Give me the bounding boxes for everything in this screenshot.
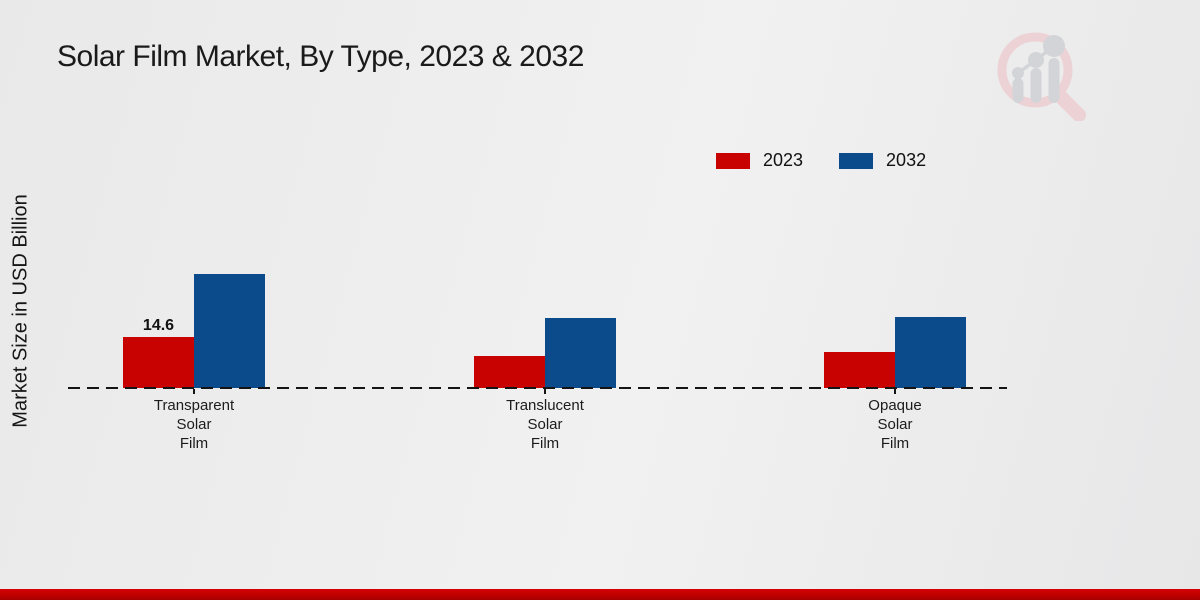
x-tick-label-transparent-solar-film: Transparent Solar Film: [153, 397, 235, 452]
bar-2023-transparent-solar-film: [123, 337, 194, 388]
legend-item-2032: 2032: [839, 150, 926, 171]
bar-2032-transparent-solar-film: [194, 274, 265, 388]
bar-2032-translucent-solar-film: [545, 318, 616, 388]
legend: 2023 2032: [716, 150, 926, 171]
footer-accent-bar: [0, 589, 1200, 600]
legend-label-2023: 2023: [763, 150, 804, 170]
legend-swatch-2023: [716, 152, 750, 169]
data-label-2023: 14.6: [142, 317, 175, 334]
chart-title: Solar Film Market, By Type, 2023 & 2032: [57, 40, 584, 73]
bar-2032-opaque-solar-film: [895, 316, 966, 388]
x-axis-tick: [193, 389, 195, 394]
x-axis-tick: [544, 389, 546, 394]
x-tick-label-translucent-solar-film: Translucent Solar Film: [506, 397, 584, 452]
bar-2023-opaque-solar-film: [824, 352, 895, 388]
x-axis-baseline: [68, 387, 1007, 389]
legend-swatch-2032: [839, 152, 874, 169]
magnifier-icon: [997, 32, 1086, 121]
brand-watermark-logo: [997, 32, 1086, 121]
bar-2023-translucent-solar-film: [474, 355, 545, 388]
x-axis-tick: [894, 389, 896, 394]
growth-bars-icon: [1012, 35, 1065, 103]
legend-item-2023: 2023: [716, 150, 803, 171]
legend-label-2032: 2032: [886, 150, 927, 170]
x-tick-label-opaque-solar-film: Opaque Solar Film: [868, 397, 922, 452]
